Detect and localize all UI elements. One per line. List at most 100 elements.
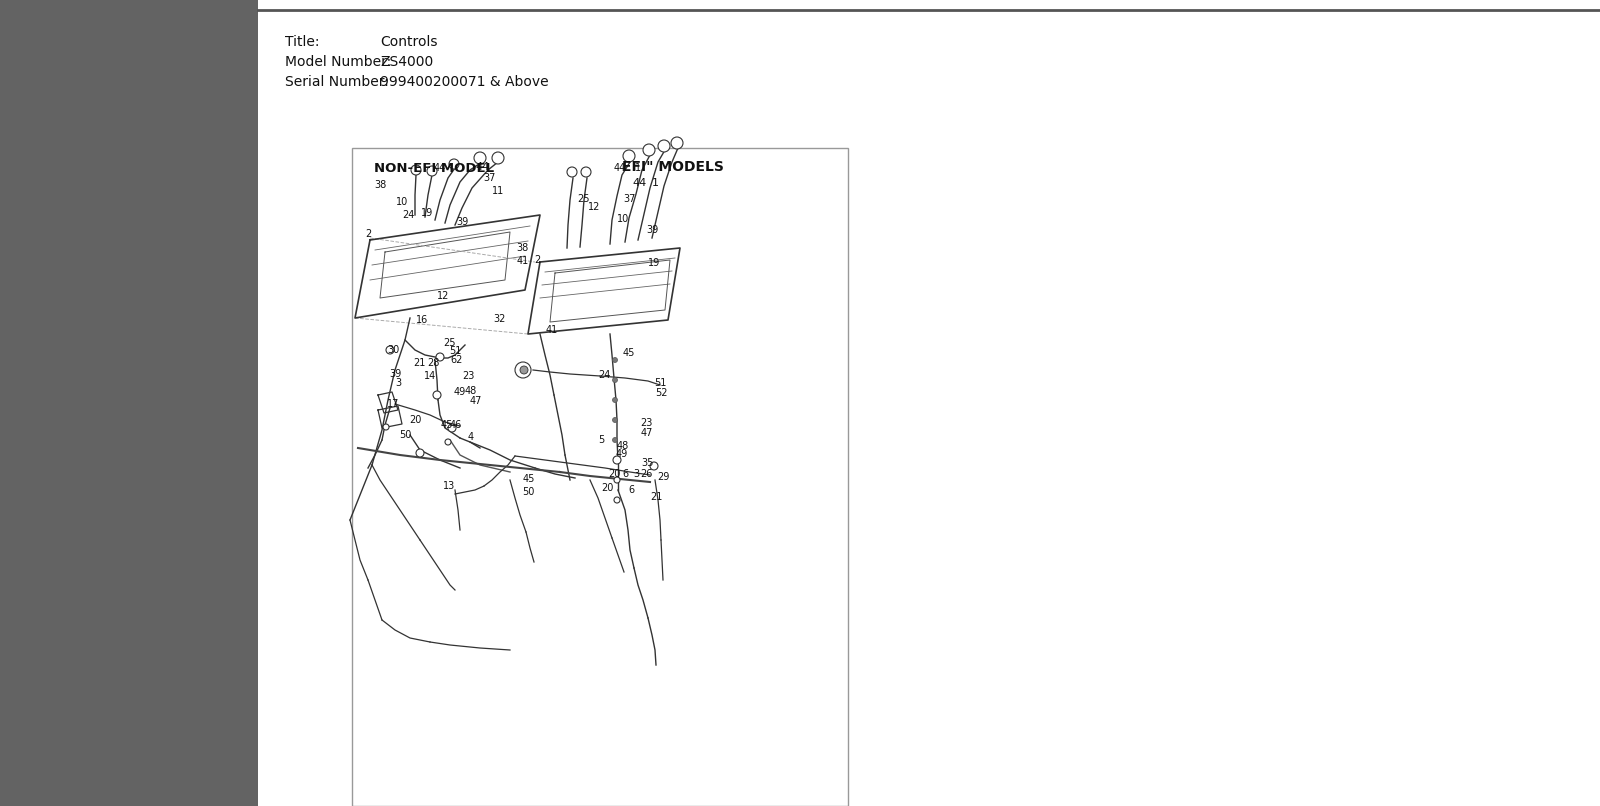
Text: 49: 49 xyxy=(454,387,466,397)
Text: 44: 44 xyxy=(614,163,626,173)
Text: 24: 24 xyxy=(402,210,414,220)
Text: 39: 39 xyxy=(456,217,469,227)
Text: 41: 41 xyxy=(517,256,530,266)
Text: 35: 35 xyxy=(642,458,653,468)
Text: 19: 19 xyxy=(421,208,434,218)
Circle shape xyxy=(434,391,442,399)
Text: 29: 29 xyxy=(658,472,669,482)
Text: 38: 38 xyxy=(374,180,386,190)
Text: 62: 62 xyxy=(451,355,462,365)
Circle shape xyxy=(622,150,635,162)
Circle shape xyxy=(520,366,528,374)
Text: 6: 6 xyxy=(627,485,634,495)
Circle shape xyxy=(581,167,590,177)
Text: 20: 20 xyxy=(410,415,421,425)
Text: 26: 26 xyxy=(640,469,653,479)
Text: 32: 32 xyxy=(494,314,506,324)
Text: 45: 45 xyxy=(523,474,534,484)
Text: 11: 11 xyxy=(491,186,504,196)
Text: 19: 19 xyxy=(648,258,661,268)
Text: 4: 4 xyxy=(467,432,474,442)
Text: 37: 37 xyxy=(483,173,496,183)
Circle shape xyxy=(450,159,459,169)
Text: 45: 45 xyxy=(442,420,453,430)
Text: ZS4000: ZS4000 xyxy=(381,55,434,69)
Circle shape xyxy=(566,167,578,177)
Circle shape xyxy=(613,418,618,422)
Circle shape xyxy=(448,424,456,432)
Text: 999400200071 & Above: 999400200071 & Above xyxy=(381,75,549,89)
Text: 21: 21 xyxy=(413,358,426,368)
Text: 24: 24 xyxy=(598,370,610,380)
Text: 14: 14 xyxy=(424,371,437,381)
Text: 47: 47 xyxy=(642,428,653,438)
Text: 44: 44 xyxy=(434,163,446,173)
Circle shape xyxy=(386,346,394,354)
Circle shape xyxy=(613,397,618,402)
Text: 39: 39 xyxy=(389,369,402,379)
Circle shape xyxy=(382,424,389,430)
Text: 23: 23 xyxy=(640,418,653,428)
Text: 44: 44 xyxy=(632,178,646,188)
Text: 10: 10 xyxy=(618,214,629,224)
Text: 12: 12 xyxy=(587,202,600,212)
Text: Serial Number:: Serial Number: xyxy=(285,75,389,89)
Circle shape xyxy=(613,456,621,464)
Text: EFI" MODELS: EFI" MODELS xyxy=(622,160,723,174)
Text: 46: 46 xyxy=(450,420,462,430)
Text: 50: 50 xyxy=(398,430,411,440)
Text: 48: 48 xyxy=(466,386,477,396)
Text: 17: 17 xyxy=(387,399,398,409)
Circle shape xyxy=(416,449,424,457)
Text: 39: 39 xyxy=(646,225,658,235)
Text: 2: 2 xyxy=(534,255,541,265)
Text: 3: 3 xyxy=(634,469,638,479)
Circle shape xyxy=(445,439,451,445)
Text: 48: 48 xyxy=(618,441,629,451)
Text: 41: 41 xyxy=(546,325,558,335)
Text: 25: 25 xyxy=(443,338,456,348)
Circle shape xyxy=(411,165,421,175)
Text: 1: 1 xyxy=(635,163,642,173)
Text: 49: 49 xyxy=(616,449,629,459)
Text: 45: 45 xyxy=(622,348,635,358)
Circle shape xyxy=(650,462,658,470)
Bar xyxy=(258,0,1600,806)
Circle shape xyxy=(614,477,621,483)
Text: NON-EFI MODEL: NON-EFI MODEL xyxy=(374,162,494,175)
Circle shape xyxy=(643,144,654,156)
Circle shape xyxy=(613,438,618,442)
Text: 37: 37 xyxy=(624,194,637,204)
Text: 23: 23 xyxy=(462,371,474,381)
Text: 38: 38 xyxy=(515,243,528,253)
Text: Controls: Controls xyxy=(381,35,437,49)
Circle shape xyxy=(427,166,437,176)
Text: 44: 44 xyxy=(475,162,490,172)
Text: 51: 51 xyxy=(450,346,461,356)
Text: 12: 12 xyxy=(437,291,450,301)
Text: 28: 28 xyxy=(427,358,438,368)
Text: 20: 20 xyxy=(602,483,613,493)
Text: 5: 5 xyxy=(598,435,605,445)
Text: 2: 2 xyxy=(365,229,371,239)
Text: Model Number:: Model Number: xyxy=(285,55,392,69)
Circle shape xyxy=(493,152,504,164)
Circle shape xyxy=(515,362,531,378)
Circle shape xyxy=(613,358,618,363)
Text: 30: 30 xyxy=(387,345,398,355)
Text: 1: 1 xyxy=(653,178,659,188)
Circle shape xyxy=(613,377,618,383)
Text: 13: 13 xyxy=(443,481,454,491)
Text: 21: 21 xyxy=(650,492,662,502)
Text: 47: 47 xyxy=(470,396,482,406)
Text: 25: 25 xyxy=(578,194,590,204)
Circle shape xyxy=(658,140,670,152)
Text: 50: 50 xyxy=(522,487,534,497)
Text: 51: 51 xyxy=(654,378,666,388)
Circle shape xyxy=(474,152,486,164)
Circle shape xyxy=(614,497,621,503)
Circle shape xyxy=(670,137,683,149)
Text: 6: 6 xyxy=(622,469,629,479)
Text: 10: 10 xyxy=(395,197,408,207)
Bar xyxy=(352,148,848,806)
